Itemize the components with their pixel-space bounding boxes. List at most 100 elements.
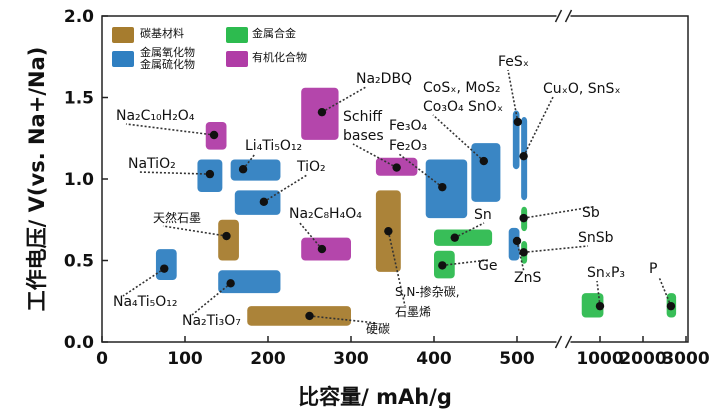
- x-tick-label: 100: [167, 349, 203, 369]
- region-snxp3: [581, 293, 604, 318]
- point-cosx-mos2-co3o4-snox: [479, 156, 488, 166]
- point-sn: [450, 233, 459, 242]
- x-tick-label: 3000: [662, 349, 709, 369]
- point-li4ti5o12: [238, 165, 248, 174]
- x-axis-title: 比容量/ mAh/g: [298, 385, 452, 409]
- point-na2ti3o7: [226, 279, 235, 288]
- leader-na4ti5o12: [122, 267, 165, 297]
- legend-swatch-organic: [226, 51, 248, 67]
- point-natio2: [205, 169, 215, 179]
- point-s-n: [384, 226, 393, 236]
- label-na2ti3o7: Na₂Ti₃O₇: [182, 313, 241, 329]
- region-item: [218, 219, 239, 261]
- leader-s-n: [387, 230, 406, 307]
- leader-p: [658, 276, 672, 307]
- label-na2c10h2o4: Na₂C₁₀H₂O₄: [116, 108, 195, 124]
- point-cuxo-snsx: [519, 151, 528, 161]
- legend-label-organic: 有机化合物: [252, 50, 307, 64]
- label-s-n-line2: 石墨烯: [395, 305, 431, 319]
- leader-sb: [523, 206, 593, 219]
- leader-li4ti5o12: [242, 153, 256, 170]
- axis-break-mark: [554, 9, 563, 23]
- label-na2c8h4o4: Na₂C₈H₄O₄: [289, 206, 362, 222]
- label-tio2: TiO₂: [296, 159, 326, 175]
- leader-cosx-mos2-co3o4-snox: [432, 114, 485, 162]
- legend-label-oxide_sulfide-1: 金属氧化物: [140, 45, 195, 59]
- label-fe3o4-fe2o3-line1: Fe₃O₄: [389, 118, 428, 134]
- point-snxp3: [595, 301, 605, 311]
- leader-lines: [122, 69, 672, 324]
- label-fesx: FeSₓ: [498, 54, 529, 70]
- region-tio2: [234, 190, 281, 215]
- region-zns: [508, 227, 520, 261]
- axis-break-gap: [556, 11, 571, 21]
- axes: 0.0 0.5 1.0 1.5 2.0 0 100 200 300 400 500 100020003…: [25, 7, 710, 409]
- label-na2dbq: Na₂DBQ: [356, 71, 412, 87]
- leader-item: [162, 225, 227, 237]
- leader-zns: [516, 240, 525, 273]
- legend-swatch-alloy: [226, 27, 248, 43]
- label-schiff-bases-line1: Schiff: [343, 109, 382, 125]
- legend-swatch-carbon: [112, 27, 134, 43]
- point-item: [305, 311, 314, 321]
- label-cosx-mos2-co3o4-snox-line1: CoSₓ, MoS₂: [423, 80, 501, 96]
- point-schiff-bases: [392, 163, 401, 172]
- axis-break-gap: [556, 337, 571, 347]
- data-points: [160, 107, 676, 321]
- leader-na2dbq: [321, 86, 367, 113]
- leader-snxp3: [596, 280, 601, 307]
- point-p: [666, 301, 676, 311]
- label-schiff-bases-line2: bases: [343, 128, 384, 144]
- legend-label-oxide_sulfide-2: 金属硫化物: [140, 57, 195, 71]
- x-tick-label: 0: [96, 349, 108, 369]
- y-tick-label: 1.5: [64, 89, 94, 109]
- axis-break-mark: [554, 335, 563, 349]
- region-na4ti5o12: [155, 249, 177, 281]
- leader-snsb: [523, 245, 589, 254]
- label-na4ti5o12: Na₄Ti₅O₁₂: [113, 294, 178, 310]
- point-sb: [519, 213, 528, 223]
- leader-sn: [454, 222, 485, 239]
- material-labels: Na₂C₁₀H₂O₄ NaTiO₂ Li₄Ti₅O₁₂ TiO₂ 天然石墨 Na₄Ti₅O…: [113, 54, 657, 336]
- point-tio2: [259, 197, 269, 207]
- x-tick-label: 1000: [576, 349, 623, 369]
- label-sn: Sn: [474, 207, 492, 223]
- leader-na2ti3o7: [191, 282, 232, 316]
- region-item: [247, 306, 351, 326]
- leader-cuxo-snsx: [522, 96, 554, 157]
- x-tick-label: 400: [416, 349, 452, 369]
- axis-break-mark: [564, 335, 573, 349]
- leader-tio2: [263, 174, 308, 203]
- label-item: 天然石墨: [153, 210, 201, 225]
- leader-item: [309, 315, 377, 324]
- label-snsb: SnSb: [578, 230, 614, 246]
- region-li4ti5o12: [230, 159, 281, 181]
- x-tick-label: 300: [333, 349, 369, 369]
- point-na4ti5o12: [160, 264, 169, 273]
- x-tick-label: 2000: [619, 349, 666, 369]
- legend-label-carbon: 碳基材料: [140, 26, 184, 40]
- legend-label-alloy: 金属合金: [252, 26, 296, 40]
- leader-na2c10h2o4: [125, 123, 215, 136]
- point-fe3o4-fe2o3: [438, 182, 447, 192]
- y-tick-label: 0.0: [64, 333, 94, 353]
- point-item: [222, 231, 231, 241]
- axis-break-mark: [564, 9, 573, 23]
- label-cuxo-snsx: CuₓO, SnSₓ: [543, 81, 621, 97]
- y-tick-label: 1.0: [64, 170, 94, 190]
- point-snsb: [519, 248, 528, 257]
- leader-na2c8h4o4: [298, 221, 323, 250]
- leader-schiff-bases: [352, 143, 398, 169]
- y-axis-title: 工作电压/ V(vs. Na+/Na): [25, 47, 49, 312]
- label-snxp3: SnₓP₃: [587, 265, 625, 281]
- legend-swatch-oxide_sulfide: [112, 51, 134, 67]
- label-cosx-mos2-co3o4-snox-line2: Co₃O₄ SnOₓ: [423, 99, 503, 115]
- region-cosx-mos2-co3o4-snox: [471, 143, 501, 202]
- x-tick-label: 200: [250, 349, 286, 369]
- point-na2c10h2o4: [209, 130, 219, 140]
- label-zns: ZnS: [514, 270, 541, 286]
- region-fe3o4-fe2o3: [425, 159, 468, 219]
- x-tick-label: 500: [499, 349, 535, 369]
